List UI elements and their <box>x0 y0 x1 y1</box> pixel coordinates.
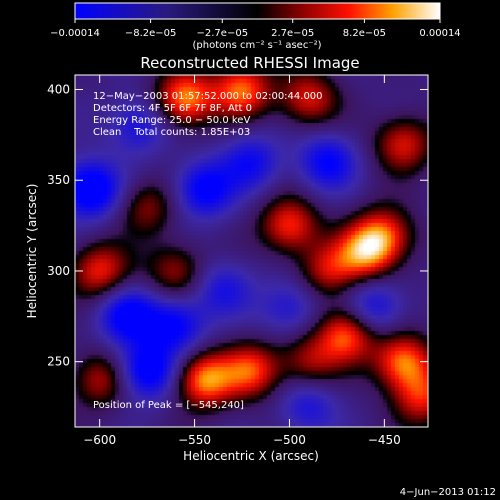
y-tick-label: 250 <box>47 355 70 369</box>
x-axis-label: Heliocentric X (arcsec) <box>183 449 319 463</box>
annotation-energy: Energy Range: 25.0 − 50.0 keV <box>93 115 250 126</box>
axis-ticks: −600 −550 −500 −450 250 300 350 400 <box>47 75 428 447</box>
colorbar-units: (photons cm⁻² s⁻¹ asec⁻²) <box>192 40 321 51</box>
y-tick-label: 400 <box>47 83 70 97</box>
colorbar-tick-label: 8.2e−05 <box>343 28 386 39</box>
x-tick-label: −550 <box>178 433 211 447</box>
annotation-detectors: Detectors: 4F 5F 6F 7F 8F, Att 0 <box>93 103 252 114</box>
colorbar-tick-label: 0.00014 <box>419 28 460 39</box>
annotation-time: 12−May−2003 01:57:52.000 to 02:00:44.000 <box>93 91 323 102</box>
colorbar-tick-label: −0.00014 <box>50 28 100 39</box>
x-tick-label: −500 <box>273 433 306 447</box>
colorbar-tick-label: −8.2e−05 <box>125 28 177 39</box>
peak-position: Position of Peak = [−545,240] <box>93 400 244 411</box>
colorbar-tick-label: −2.7e−05 <box>197 28 249 39</box>
annotation-block: 12−May−2003 01:57:52.000 to 02:00:44.000… <box>93 91 323 138</box>
colorbar-tick-label: 2.7e−05 <box>271 28 314 39</box>
footer-date: 4−Jun−2013 01:12 <box>400 487 496 498</box>
x-tick-label: −600 <box>83 433 116 447</box>
x-tick-label: −450 <box>368 433 401 447</box>
colorbar <box>74 2 441 20</box>
chart-title: Reconstructed RHESSI Image <box>140 54 359 72</box>
plot-frame <box>74 74 429 428</box>
y-tick-label: 350 <box>47 173 70 187</box>
colorbar-ticks: −0.00014 −8.2e−05 −2.7e−05 2.7e−05 8.2e−05 0.… <box>50 19 461 39</box>
plot-area <box>74 74 429 428</box>
y-tick-label: 300 <box>47 264 70 278</box>
y-axis-label: Heliocentric Y (arcsec) <box>25 184 39 319</box>
heatmap-image <box>75 75 428 427</box>
annotation-clean: Clean Total counts: 1.85E+03 <box>93 127 250 138</box>
